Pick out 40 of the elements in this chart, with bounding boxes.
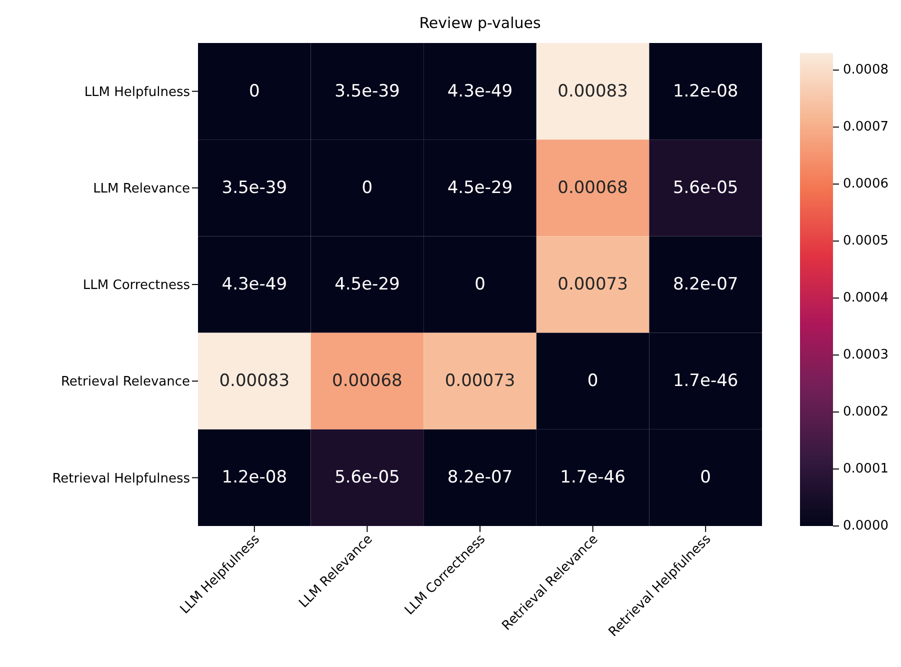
data-label: 1.7e-46 bbox=[560, 468, 626, 488]
color-bar-label: 0.0004 bbox=[843, 290, 888, 306]
color-bar-label: 0.0005 bbox=[843, 234, 888, 249]
data-label: 0 bbox=[362, 178, 373, 198]
color-bar-label: 0.0001 bbox=[843, 462, 888, 477]
data-label: 1.2e-08 bbox=[672, 81, 738, 102]
data-label: 3.5e-39 bbox=[334, 81, 400, 102]
data-label: 0.00083 bbox=[558, 81, 628, 102]
y-tick-label: LLM Helpfulness bbox=[84, 84, 190, 100]
color-bar-label: 0.0008 bbox=[843, 62, 888, 78]
color-bar-label: 0.0000 bbox=[843, 518, 888, 534]
data-label: 4.3e-49 bbox=[447, 81, 513, 102]
color-bar-label: 0.0002 bbox=[843, 404, 888, 420]
data-label: 0.00073 bbox=[558, 274, 628, 294]
data-label: 0.00083 bbox=[219, 371, 290, 392]
data-label: 3.5e-39 bbox=[222, 178, 288, 198]
chart-title: Review p-values bbox=[418, 14, 542, 32]
data-label: 8.2e-07 bbox=[447, 468, 513, 488]
y-tick-label: Retrieval Relevance bbox=[60, 374, 190, 390]
data-label: 0.00073 bbox=[444, 371, 516, 392]
data-label: 5.6e-05 bbox=[672, 178, 738, 198]
color-bar-label: 0.0007 bbox=[843, 120, 888, 135]
data-label: 0.00068 bbox=[332, 371, 402, 392]
y-tick-label: LLM Correctness bbox=[82, 278, 190, 294]
data-label: 0.00068 bbox=[558, 178, 628, 198]
data-label: 8.2e-07 bbox=[672, 274, 738, 294]
data-label: 4.5e-29 bbox=[334, 274, 400, 294]
data-label: 4.3e-49 bbox=[222, 274, 288, 294]
data-label: 0 bbox=[474, 274, 486, 294]
data-label: 0 bbox=[700, 468, 712, 488]
data-label: 5.6e-05 bbox=[334, 468, 400, 488]
data-label: 1.7e-46 bbox=[672, 371, 738, 392]
data-label: 4.5e-29 bbox=[447, 178, 513, 198]
y-tick-label: Retrieval Helpfulness bbox=[52, 471, 190, 486]
data-label: 0 bbox=[248, 81, 260, 102]
color-bar-label: 0.0006 bbox=[843, 176, 888, 192]
data-label: 0 bbox=[587, 371, 598, 392]
y-tick-label: LLM Relevance bbox=[93, 182, 190, 197]
color-bar-label: 0.0003 bbox=[843, 348, 888, 363]
data-label: 1.2e-08 bbox=[222, 468, 288, 488]
